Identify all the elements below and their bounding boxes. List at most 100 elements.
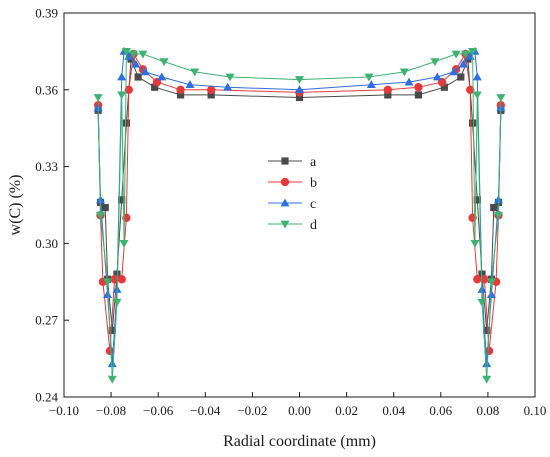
legend-marker: [280, 220, 290, 229]
series-d-point: [486, 278, 496, 287]
series-c-point: [185, 80, 195, 89]
series-d-point: [117, 91, 127, 100]
series-c-point: [295, 85, 304, 94]
x-tick-label: −0.02: [237, 403, 267, 418]
series-d-point: [225, 73, 235, 82]
series-d-point: [482, 375, 492, 384]
series-c-point: [366, 80, 376, 89]
x-axis-title: Radial coordinate (mm): [223, 433, 376, 450]
series-c-point: [458, 59, 468, 68]
series-d-point: [159, 58, 169, 67]
series-a-point: [414, 91, 423, 99]
y-tick-label: 0.30: [35, 236, 58, 251]
series-d-point: [493, 211, 503, 220]
x-tick-label: −0.10: [49, 403, 79, 418]
series-a-point: [440, 83, 448, 91]
series-a: [94, 55, 505, 335]
y-tick-label: 0.27: [35, 313, 58, 328]
x-tick-label: 0.00: [288, 403, 311, 418]
series-c-point: [103, 290, 113, 298]
series-c-point: [131, 59, 141, 68]
legend-label: c: [310, 197, 316, 212]
axes: −0.10 −0.08 −0.06 −0.04 −0.02 0.00 0.02 0.04 0.0…: [35, 6, 546, 419]
y-tick-label: 0.33: [35, 159, 58, 174]
series-d-point: [107, 375, 117, 384]
series-d-point: [112, 298, 122, 307]
legend-label: d: [310, 218, 317, 233]
series-a-point: [473, 196, 481, 204]
series-d-point: [119, 240, 129, 248]
series-b-point: [124, 85, 133, 95]
legend-label: a: [310, 155, 317, 170]
y-tick-label: 0.36: [35, 82, 58, 97]
series-d-point: [103, 278, 113, 287]
y-axis-title: w(C) (%): [7, 175, 24, 236]
series-d-point: [295, 76, 304, 85]
series-d: [93, 48, 506, 384]
series-d-point: [96, 211, 106, 220]
series-c-point: [404, 77, 414, 86]
legend-entry-b: b: [268, 176, 317, 191]
series-c-point: [223, 82, 233, 91]
series-a-point: [490, 203, 498, 212]
series-a-point: [468, 119, 477, 127]
y-tick-label: 0.39: [35, 6, 58, 21]
x-tick-label: −0.06: [143, 403, 174, 418]
x-tick-label: 0.04: [382, 403, 405, 418]
series-layer: [93, 46, 506, 384]
series-d-point: [121, 48, 131, 56]
series-b-point: [117, 275, 126, 284]
legend-entry-a: a: [268, 155, 317, 170]
series-b-point: [383, 85, 393, 95]
series-c-point: [449, 67, 459, 76]
legend-marker: [280, 177, 290, 187]
series-b-point: [466, 85, 475, 95]
series-d-point: [461, 50, 471, 59]
series-a-point: [122, 119, 131, 127]
series-d-point: [496, 94, 506, 102]
plot-frame: [63, 12, 536, 398]
x-tick-label: 0.02: [335, 403, 358, 418]
series-c-point: [486, 290, 496, 298]
legend-marker: [280, 198, 290, 207]
series-a-point: [101, 203, 109, 212]
series-a-point: [151, 83, 159, 91]
series-d-point: [190, 68, 200, 77]
x-tick-label: −0.04: [190, 403, 221, 418]
series-d-point: [399, 68, 409, 77]
series-b-point: [176, 85, 185, 95]
series-a-point: [134, 73, 142, 81]
series-d-point: [472, 91, 482, 100]
series-b-point: [206, 85, 216, 95]
series-b-point: [473, 275, 482, 284]
legend-entry-d: d: [268, 218, 317, 233]
series-c-point: [117, 72, 127, 81]
series-c-point: [157, 72, 167, 81]
series-a-point: [457, 73, 465, 81]
x-tick-label: −0.08: [96, 403, 126, 418]
series-a-point: [384, 91, 392, 99]
series-d-point: [468, 48, 478, 56]
legend-marker: [281, 157, 289, 165]
series-b: [93, 49, 506, 356]
legend-label: b: [310, 176, 317, 191]
series-a-point: [207, 91, 215, 99]
series-d-point: [128, 50, 138, 59]
series-c-point: [482, 359, 492, 368]
legend-entry-c: c: [268, 197, 316, 212]
x-tick-label: 0.08: [477, 403, 500, 418]
series-b-point: [414, 83, 423, 92]
series-a-point: [176, 91, 185, 99]
series-d-point: [93, 94, 103, 102]
series-d-point: [451, 50, 461, 59]
series-a-point: [108, 326, 116, 335]
series-d-point: [430, 58, 440, 67]
series-d-point: [477, 298, 487, 307]
series-a-point: [118, 196, 126, 204]
series-d-point: [138, 50, 148, 59]
series-c-point: [432, 72, 442, 81]
series-c-point: [140, 67, 150, 76]
x-tick-label: 0.06: [429, 403, 452, 418]
